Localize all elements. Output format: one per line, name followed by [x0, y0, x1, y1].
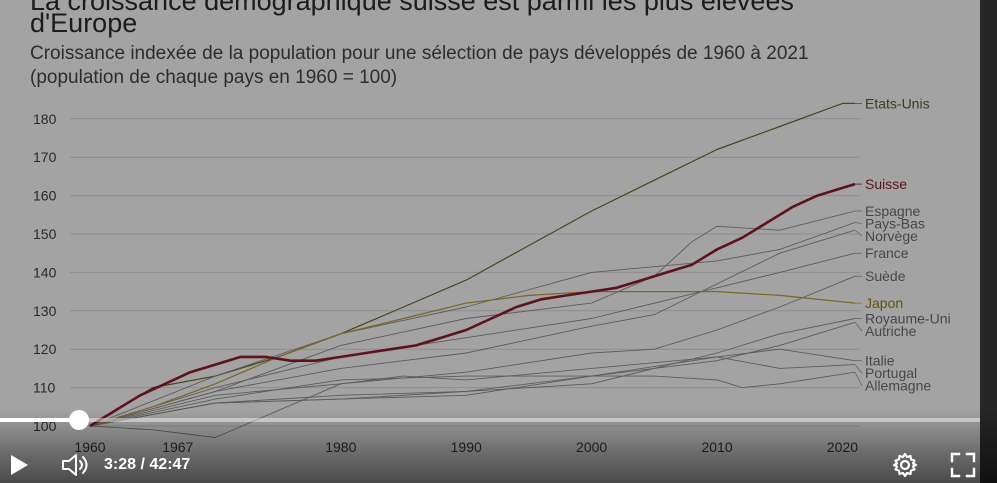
- chart-subtitle-line-2: (population de chaque pays en 1960 = 100…: [30, 67, 398, 88]
- series-line-suisse: [89, 182, 856, 428]
- duration: 42:47: [149, 456, 191, 473]
- series-line-espagne: [89, 210, 856, 427]
- y-tick-label-170: 170: [33, 149, 57, 165]
- series-line-pays-bas: [89, 222, 856, 427]
- series-label-su-de: Suède: [865, 268, 906, 284]
- series-line-japon: [89, 291, 856, 427]
- label-leader-portugal: [854, 364, 863, 374]
- play-button[interactable]: [4, 450, 34, 480]
- series-label-japon: Japon: [865, 295, 903, 311]
- play-icon: [11, 455, 28, 475]
- y-tick-label-160: 160: [33, 188, 57, 204]
- progress-bar[interactable]: [0, 418, 980, 422]
- series-line-etats-unis: [89, 102, 855, 427]
- player-controls: 3:28 / 42:47: [0, 410, 997, 483]
- chart-title-line-1: La croissance démographique suisse est p…: [30, 0, 794, 16]
- series-label-france: France: [865, 245, 909, 261]
- y-tick-label-140: 140: [33, 264, 57, 280]
- right-edge-strip: [980, 0, 997, 483]
- label-leader-pays-bas: [854, 222, 863, 224]
- chart-title-line-2: d'Europe: [30, 8, 138, 38]
- series-label-autriche: Autriche: [865, 323, 917, 339]
- y-tick-label-110: 110: [33, 380, 56, 396]
- series-label-etats-unis: Etats-Unis: [865, 95, 930, 111]
- series-label-portugal: Portugal: [865, 365, 917, 381]
- series-line-allemagne: [89, 371, 856, 427]
- chart-subtitle-line-1: Croissance indexée de la population pour…: [30, 43, 809, 64]
- series-line-france: [89, 252, 856, 427]
- fullscreen-button[interactable]: [948, 450, 978, 480]
- series-label-allemagne: Allemagne: [865, 378, 931, 394]
- series-label-italie: Italie: [865, 353, 895, 369]
- progress-played: [0, 418, 79, 422]
- label-leader-allemagne: [854, 372, 863, 386]
- y-tick-label-120: 120: [33, 341, 57, 357]
- series-line-royaume-uni: [89, 318, 856, 427]
- y-tick-label-130: 130: [33, 303, 57, 319]
- gear-icon: [892, 452, 918, 478]
- current-time: 3:28: [104, 456, 137, 473]
- series-line-italie: [89, 348, 856, 427]
- fullscreen-icon: [950, 452, 976, 478]
- series-label-suisse: Suisse: [865, 176, 907, 192]
- series-label-norv-ge: Norvège: [865, 228, 918, 244]
- time-separator: /: [140, 456, 145, 473]
- series-line-su-de: [89, 275, 856, 427]
- volume-button[interactable]: [60, 450, 90, 480]
- series-line-norv-ge: [89, 229, 856, 427]
- label-leader-autriche: [854, 322, 863, 332]
- progress-scrubber[interactable]: [69, 410, 89, 430]
- y-tick-label-180: 180: [33, 111, 57, 127]
- y-tick-label-150: 150: [33, 226, 57, 242]
- settings-button[interactable]: [890, 450, 920, 480]
- label-leader-norv-ge: [854, 229, 863, 237]
- series-label-espagne: Espagne: [865, 203, 920, 219]
- series-label-royaume-uni: Royaume-Uni: [865, 310, 951, 326]
- series-label-pays-bas: Pays-Bas: [865, 215, 925, 231]
- time-display: 3:28 / 42:47: [104, 456, 190, 474]
- volume-icon: [62, 454, 88, 476]
